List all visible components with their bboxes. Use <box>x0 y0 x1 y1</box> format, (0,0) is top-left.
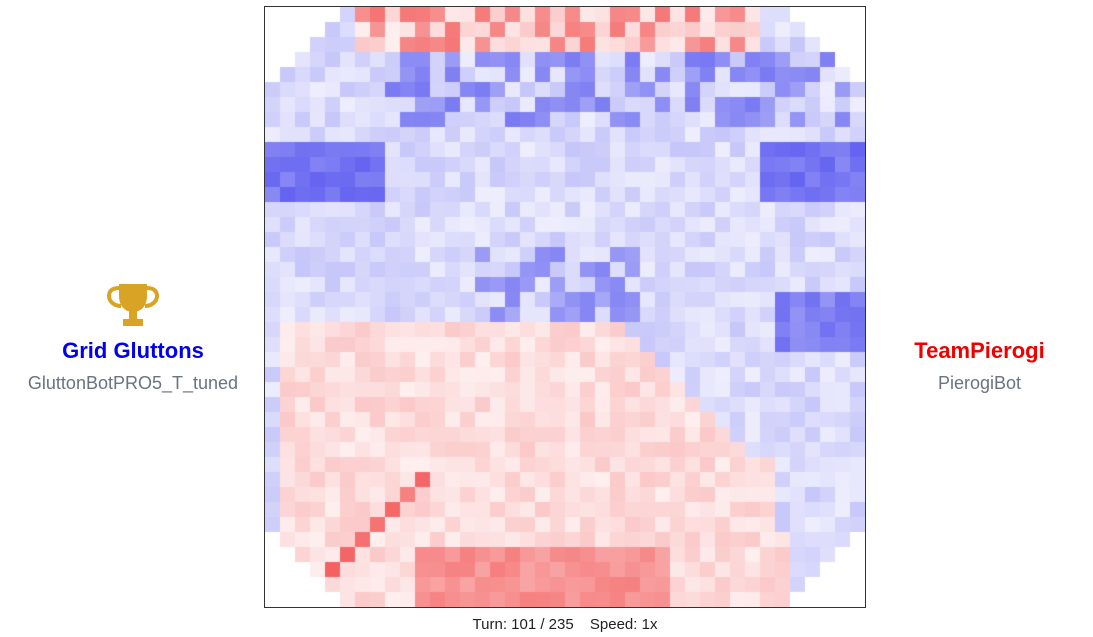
turn-counter: Turn: 101 / 235 <box>472 616 574 633</box>
team-right-name: TeamPierogi <box>914 338 1045 363</box>
trophy-icon <box>106 284 160 326</box>
team-left-bot: GluttonBotPRO5_T_tuned <box>27 373 239 393</box>
speed-indicator: Speed: 1x <box>589 616 658 633</box>
board-canvas <box>265 7 865 607</box>
game-board <box>264 6 866 608</box>
team-right-panel: TeamPierogi PierogiBot <box>866 280 1093 394</box>
team-left-name: Grid Gluttons <box>62 338 204 363</box>
status-bar: Turn: 101 / 235 Speed: 1x <box>264 615 866 635</box>
team-right-bot: PierogiBot <box>937 373 1022 393</box>
team-left-panel: Grid Gluttons GluttonBotPRO5_T_tuned <box>0 280 266 394</box>
